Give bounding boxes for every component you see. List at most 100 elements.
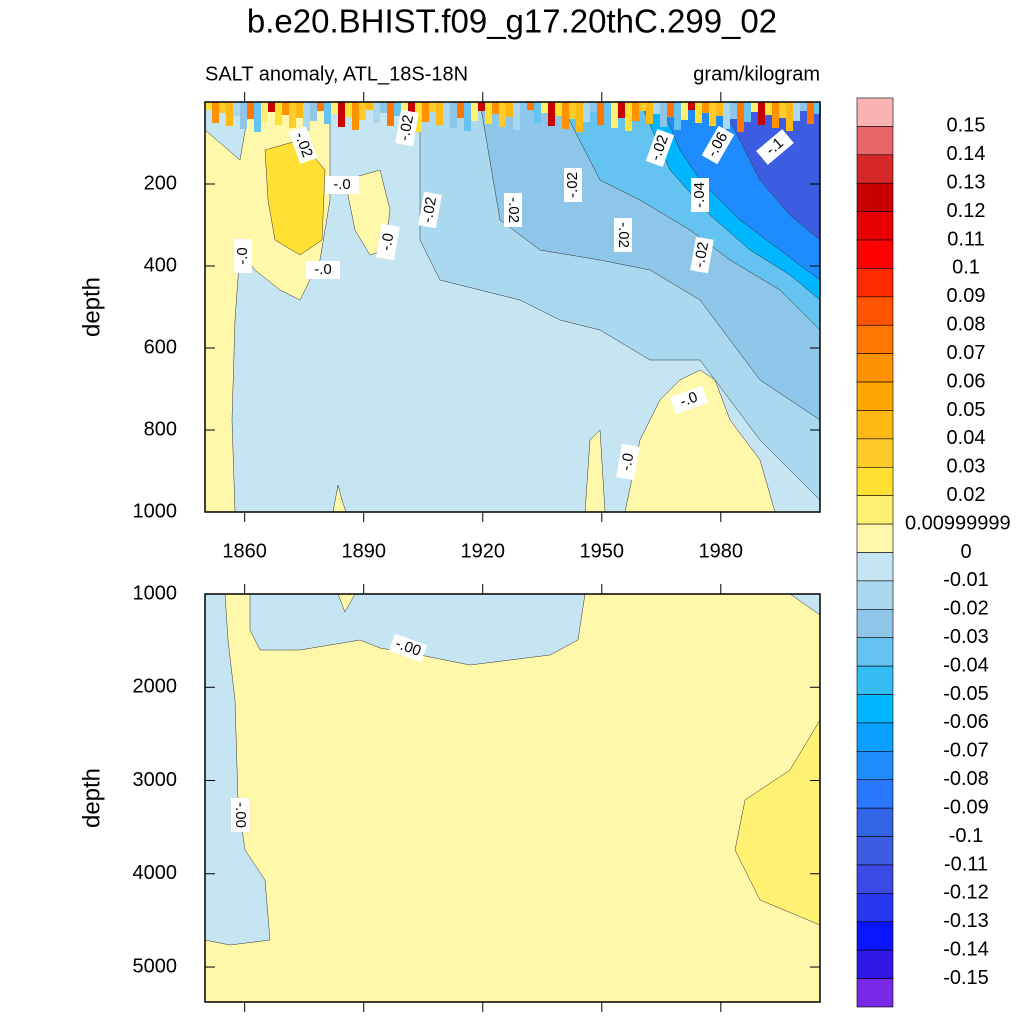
colorbar-box [856, 580, 894, 610]
x-tick-label: 1860 [222, 540, 267, 562]
colorbar-label: 0.08 [947, 314, 986, 336]
contour-region [338, 102, 345, 127]
contour-region [226, 102, 233, 126]
contour-label: -.0 [678, 389, 700, 411]
contour-label-group: -.00 [231, 798, 249, 832]
contour-region [366, 102, 373, 110]
colorbar-box [856, 211, 894, 241]
contour-region [450, 102, 457, 128]
contour-region [443, 102, 450, 115]
contour-region [590, 102, 597, 112]
colorbar-box [856, 324, 894, 354]
y-tick-label: 5000 [133, 955, 178, 977]
colorbar-label: 0.13 [947, 172, 986, 194]
colorbar-box [856, 552, 894, 582]
contour-region [506, 102, 513, 117]
contour-region [345, 102, 352, 117]
contour-region [765, 102, 772, 115]
contour-region [422, 102, 429, 122]
colorbar-label: 0.06 [947, 370, 986, 392]
colorbar-label: 0.05 [947, 399, 986, 421]
contour-region [513, 102, 520, 130]
colorbar-label: -0.08 [943, 768, 989, 790]
contour-label: -.02 [505, 197, 522, 223]
contour-region [730, 102, 737, 119]
contour-label-bg [616, 443, 640, 481]
plot-frame [204, 101, 821, 513]
colorbar-box [856, 978, 894, 1008]
colorbar-box [856, 893, 894, 923]
contour-region [562, 102, 569, 129]
contour-region [548, 102, 555, 126]
contour-label: -.02 [564, 172, 581, 198]
contour-region [289, 102, 296, 128]
contour-region [275, 102, 282, 125]
contour-region [786, 102, 793, 131]
colorbar-box [856, 779, 894, 809]
y-tick-label: 400 [144, 254, 177, 276]
colorbar-label: -0.06 [943, 711, 989, 733]
contour-label: -.02 [396, 114, 417, 142]
y-tick-label: 3000 [133, 769, 178, 791]
contour-label: -.02 [419, 196, 440, 224]
x-tick-label: 1950 [580, 540, 625, 562]
colorbar-box [856, 609, 894, 639]
contour-region [618, 102, 625, 118]
y-tick-label: 4000 [133, 862, 178, 884]
contour-region [569, 102, 576, 119]
contour-region [709, 102, 716, 126]
y-tick-label: 1000 [133, 500, 178, 522]
colorbar-label: 0.04 [947, 427, 986, 449]
contour-region [282, 102, 289, 115]
contour-region [772, 102, 779, 128]
contour-region [205, 102, 212, 110]
contour-region [520, 102, 527, 120]
colorbar-box [856, 807, 894, 837]
contour-label-bg [564, 168, 582, 202]
contour-region [324, 102, 331, 124]
colorbar-box [856, 182, 894, 212]
colorbar-label: 0.1 [952, 257, 980, 279]
contour-label-bg [306, 261, 340, 279]
y-tick-label: 800 [144, 418, 177, 440]
contour-label-group: -.0 [234, 239, 252, 273]
contour-region [261, 102, 268, 122]
contour-label-group: -.0 [325, 176, 359, 194]
colorbar-box [856, 239, 894, 269]
contour-region [541, 102, 548, 113]
contour-region [646, 102, 653, 124]
contour-region [597, 102, 604, 125]
contour-region [240, 102, 247, 129]
colorbar-box [856, 836, 894, 866]
y-tick-label: 1000 [133, 582, 178, 604]
contour-region [744, 102, 751, 122]
colorbar-box [856, 466, 894, 496]
contour-region [310, 102, 317, 121]
contour-label-bg [388, 633, 428, 663]
colorbar-box [856, 97, 894, 127]
contour-region [807, 102, 814, 124]
colorbar-label: 0.14 [947, 143, 986, 165]
contour-region [624, 369, 776, 513]
contour-region [751, 102, 758, 112]
colorbar-label: -0.15 [943, 967, 989, 989]
colorbar-label: -0.01 [943, 569, 989, 591]
contour-region [471, 102, 478, 121]
contour-region [667, 102, 674, 117]
contour-label-group: -.02 [690, 236, 714, 274]
contour-label-bg [756, 129, 794, 165]
colorbar-label: -0.05 [943, 683, 989, 705]
contour-label-group: -.0 [306, 261, 340, 279]
contour-region [254, 102, 261, 132]
contour-label-group: -.0 [669, 385, 709, 415]
colorbar-box [856, 296, 894, 326]
contour-region [219, 102, 226, 113]
colorbar-label: 0 [960, 541, 971, 563]
contour-label-group: -.0 [616, 443, 640, 481]
subtitle-right: gram/kilogram [693, 63, 820, 85]
colorbar-box [856, 949, 894, 979]
contour-region [716, 102, 723, 116]
colorbar-box [856, 523, 894, 553]
contour-label-bg [645, 128, 675, 168]
